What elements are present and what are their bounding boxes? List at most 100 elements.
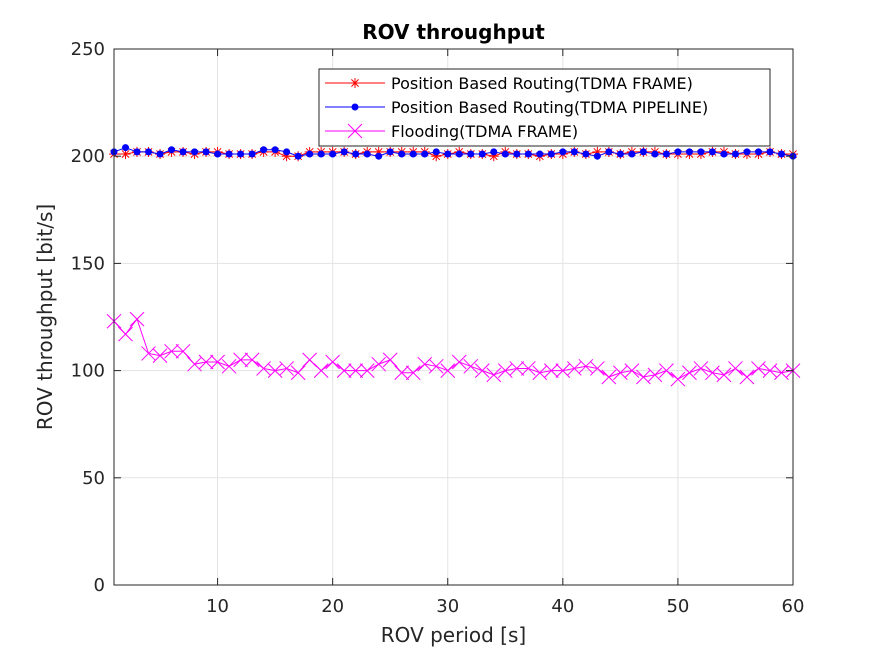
series-2 <box>110 144 797 160</box>
series-3-point <box>463 358 479 374</box>
series-2-point <box>731 150 739 158</box>
legend-entry: Position Based Routing(TDMA PIPELINE) <box>325 98 708 117</box>
plot-frame <box>113 48 794 586</box>
series-2-point <box>662 150 670 158</box>
series-2-point <box>133 148 141 156</box>
x-tick-label: 10 <box>206 596 229 617</box>
legend: Position Based Routing(TDMA FRAME) Positi… <box>318 68 771 147</box>
series-2-point <box>432 148 440 156</box>
series-3-line <box>113 318 794 380</box>
series-3-point <box>682 365 697 381</box>
series-2-point <box>754 148 762 156</box>
series-2-point <box>628 150 636 158</box>
series-3-point <box>474 363 490 378</box>
series-2-point <box>398 150 406 158</box>
series-2-point <box>605 148 613 156</box>
series-3-point <box>670 371 686 387</box>
series-3-point <box>313 363 329 378</box>
series-2-point <box>421 150 429 158</box>
series-2-point <box>547 150 555 158</box>
series-3-point <box>290 365 306 381</box>
series-2-point <box>616 150 624 158</box>
x-axis-label: ROV period [s] <box>381 623 526 647</box>
series-2-point <box>674 148 682 156</box>
series-2-point <box>179 148 187 156</box>
series-3-point <box>728 361 743 376</box>
legend-entry: Position Based Routing(TDMA FRAME) <box>325 74 693 93</box>
x-tick-label: 60 <box>782 596 805 617</box>
series-2-point <box>513 150 521 158</box>
legend-entry: Flooding(TDMA FRAME) <box>325 122 578 141</box>
series-2-point <box>260 146 268 154</box>
series-3-point <box>543 363 559 378</box>
series-3-point <box>118 326 133 342</box>
series-3-point <box>693 361 709 376</box>
series-2-point <box>156 150 164 158</box>
x-tick-label: 30 <box>436 596 459 617</box>
series-2-point <box>478 150 486 158</box>
series-3-point <box>659 363 674 378</box>
series-2-point <box>145 148 153 156</box>
series-2-point <box>593 152 601 160</box>
series-3-point <box>336 363 352 378</box>
y-tick-label: 100 <box>71 361 105 382</box>
ticks: 10 20 30 40 50 60 0 50 100 150 200 250 <box>71 39 805 617</box>
series-3-point <box>601 369 617 385</box>
legend-marker <box>351 103 359 111</box>
series-3-point <box>175 343 191 359</box>
series-2-point <box>708 148 716 156</box>
series-2-point <box>294 152 302 160</box>
legend-label: Flooding(TDMA FRAME) <box>391 122 578 141</box>
series-2-point <box>363 150 371 158</box>
series-3-point <box>359 363 375 378</box>
series-3-point <box>739 369 755 385</box>
legend-marker <box>347 123 363 139</box>
series-3-point <box>129 311 145 327</box>
series-3-point <box>520 361 536 376</box>
series-2-point <box>536 150 544 158</box>
series-2-point <box>340 148 348 156</box>
series-2-point <box>306 150 314 158</box>
series-2-point <box>352 150 360 158</box>
series-2-point <box>237 150 245 158</box>
y-tick-label: 50 <box>82 468 105 489</box>
series-2-point <box>490 148 498 156</box>
series-3-point <box>244 352 260 368</box>
series-3-point <box>716 367 732 383</box>
series-2-point <box>444 150 452 158</box>
series-3-point <box>624 363 640 378</box>
series-2-point <box>168 146 176 154</box>
series-3-point <box>405 365 421 381</box>
series-3-point <box>440 363 456 378</box>
series-3-point <box>348 363 364 378</box>
series-2-point <box>409 150 417 158</box>
series-3-point <box>325 354 341 370</box>
series-2-point <box>766 148 774 156</box>
series-3-point <box>428 358 444 374</box>
series-3-point <box>451 354 467 370</box>
series-2-point <box>639 148 647 156</box>
y-axis-label: ROV throughput [bit/s] <box>33 204 57 430</box>
legend-box <box>318 68 771 147</box>
series-3-point <box>486 367 502 383</box>
series-3 <box>106 311 801 387</box>
series-2-point <box>375 152 383 160</box>
series-2-point <box>191 148 199 156</box>
series-2-point <box>329 150 337 158</box>
series-2-point <box>467 150 475 158</box>
series-3-point <box>647 367 663 383</box>
series-2-point <box>501 150 509 158</box>
series-2-point <box>559 148 567 156</box>
series-3-point <box>394 365 410 381</box>
series-3-point <box>152 348 168 363</box>
series-2-point <box>582 150 590 158</box>
series-3-point <box>210 354 225 370</box>
legend-label: Position Based Routing(TDMA FRAME) <box>391 74 693 93</box>
y-tick-label: 200 <box>71 146 105 167</box>
series-2-point <box>685 148 693 156</box>
series-3-point <box>233 352 248 368</box>
series-2-point <box>271 146 279 154</box>
y-tick-label: 250 <box>71 39 105 60</box>
series-3-point <box>509 361 525 376</box>
